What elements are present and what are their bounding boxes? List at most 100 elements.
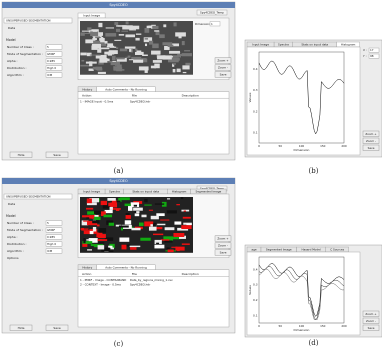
button-label[interactable]: Hide [18, 326, 25, 330]
button-label[interactable]: Zoom - [366, 319, 376, 323]
image-patch [167, 198, 170, 199]
image-patch [98, 239, 108, 241]
field-label: Dimension : [195, 22, 212, 26]
image-patch [136, 33, 141, 34]
field-value[interactable]: ICM [47, 249, 53, 253]
image-patch [119, 238, 129, 242]
image-patch [121, 31, 128, 32]
field-label: Alpha : [7, 59, 18, 63]
image-patch [80, 53, 86, 56]
image-patch [92, 220, 99, 223]
image-patch [174, 221, 181, 224]
image-patch [152, 44, 158, 49]
image-patch [145, 44, 147, 46]
image-patch [109, 251, 113, 252]
field-value[interactable]: 0.985 [47, 235, 55, 239]
tab-label[interactable]: C Sources [330, 248, 344, 252]
image-patch [167, 210, 177, 213]
image-patch [86, 208, 93, 210]
image-patch [125, 46, 136, 48]
button-label[interactable]: Save [220, 251, 227, 255]
button-label[interactable]: Save [368, 146, 375, 150]
field-label: Distribution : [7, 66, 26, 70]
tab-label[interactable]: Segmented Image [195, 190, 221, 194]
field-value[interactable]: 1 [211, 22, 213, 26]
tab-label[interactable]: Auto Comments - No Running [105, 87, 147, 91]
tab-label[interactable]: Segmented Image [266, 248, 292, 252]
image-patch [98, 242, 104, 243]
menu-label[interactable]: Spy4CDEO_Temp [200, 11, 224, 15]
tab-label[interactable]: Histogram [341, 43, 356, 47]
image-patch [154, 30, 159, 31]
tab-label[interactable]: Hasard Model [302, 248, 321, 252]
tab-label[interactable]: Stats on input data [132, 190, 159, 194]
tab-label[interactable]: History [82, 87, 92, 91]
image-patch [145, 38, 148, 39]
button-label[interactable]: Zoom + [217, 59, 229, 63]
button-label[interactable]: Zoom - [366, 139, 376, 143]
field-value[interactable]: High 0 [47, 66, 56, 70]
image-patch [116, 29, 120, 32]
method[interactable]: UNSUPERVISED SEGMENTATION [6, 195, 51, 199]
tab-label[interactable]: Input Image [252, 43, 269, 47]
field-value[interactable]: 5 [47, 221, 49, 225]
field-label: Mode of Segmentation : [7, 52, 43, 56]
button-label[interactable]: Save [220, 73, 227, 77]
button-label[interactable]: Zoom - [218, 244, 228, 248]
image-patch [87, 53, 92, 56]
button-label[interactable]: Zoom + [217, 237, 229, 241]
table-cell: 2 - CONTEXT - Image - 0.5ms [80, 282, 121, 286]
button-label[interactable]: Zoom + [365, 132, 377, 136]
tab-label[interactable]: Input Image [83, 190, 100, 194]
image-patch [107, 198, 115, 201]
field-value[interactable]: GMRF [47, 228, 56, 232]
image-patch [114, 22, 118, 25]
tab-label[interactable]: age [251, 248, 256, 252]
button-label[interactable]: Hide [18, 153, 25, 157]
image-patch [125, 220, 131, 224]
image-patch [162, 42, 172, 45]
image-patch [95, 36, 100, 38]
image-patch [131, 228, 140, 230]
image-patch [136, 211, 139, 213]
tab-label[interactable]: Auto Comments - No Running [105, 265, 147, 269]
field-value[interactable]: High 0 [47, 242, 56, 246]
image-patch [108, 246, 112, 248]
button-label[interactable]: Zoom - [218, 66, 228, 70]
field-value[interactable]: 17 [370, 48, 374, 52]
image-patch [151, 216, 159, 220]
image-patch [183, 72, 187, 73]
field-value[interactable]: 0.985 [47, 59, 55, 63]
image-patch [177, 69, 181, 73]
tab-label[interactable]: Stats on input data [301, 43, 328, 47]
button-label[interactable]: Save [53, 153, 61, 157]
image-patch [173, 69, 176, 72]
image-patch [130, 246, 141, 247]
tab-label[interactable]: Spectra [109, 190, 120, 194]
tab-label[interactable]: Input Image [83, 14, 100, 18]
tab-label[interactable]: History [82, 265, 92, 269]
button-label[interactable]: Save [368, 326, 375, 330]
field-value[interactable]: GMRF [47, 52, 56, 56]
image-patch [99, 58, 107, 63]
image-patch [122, 69, 125, 71]
image-patch [107, 43, 113, 46]
x-tick-label: 0 [258, 144, 260, 148]
y-tick-label: 0.3 [253, 283, 258, 287]
image-patch [87, 27, 91, 30]
image-patch [98, 72, 106, 74]
field-value[interactable]: 98 [370, 54, 374, 58]
field-value[interactable]: ICM [47, 73, 53, 77]
image-patch [90, 55, 101, 56]
image-patch [129, 29, 136, 30]
field-value[interactable]: 5 [47, 45, 49, 49]
button-label[interactable]: Zoom + [365, 312, 377, 316]
button-label[interactable]: Save [53, 326, 61, 330]
method[interactable]: UNSUPERVISED SEGMENTATION [6, 19, 51, 23]
caption: (d) [309, 339, 319, 347]
tab-label[interactable]: Spectra [278, 43, 289, 47]
image-patch [142, 55, 148, 56]
tab-label[interactable]: Histogram [172, 190, 187, 194]
image-patch [134, 205, 137, 207]
image-patch [129, 59, 134, 60]
